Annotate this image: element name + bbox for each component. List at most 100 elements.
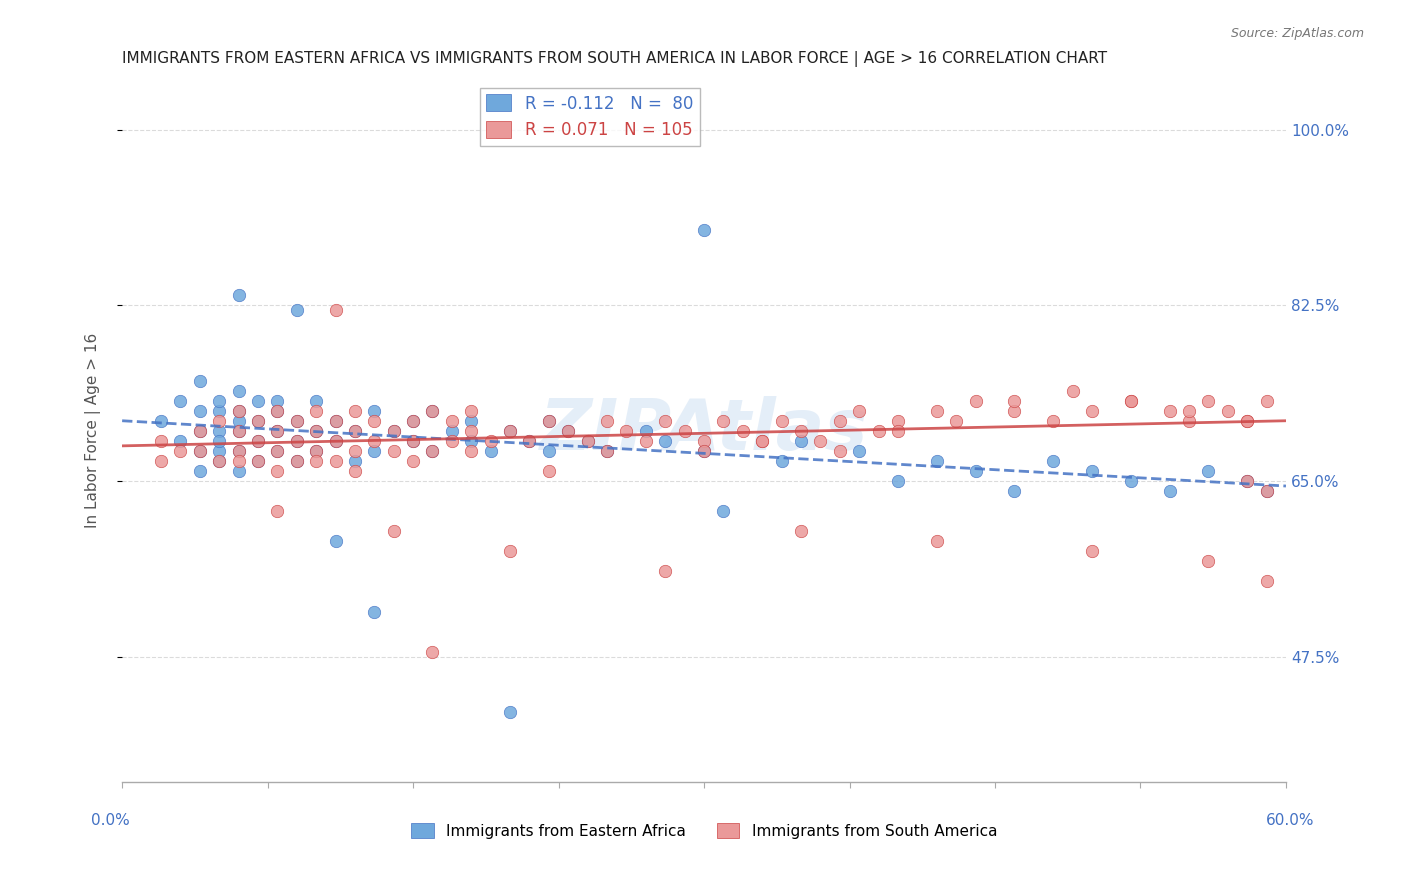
- Point: [246, 454, 269, 468]
- Point: [1256, 483, 1278, 498]
- Point: [440, 424, 463, 438]
- Point: [325, 534, 347, 549]
- Point: [266, 464, 288, 478]
- Point: [1236, 474, 1258, 488]
- Point: [616, 424, 638, 438]
- Point: [228, 424, 250, 438]
- Point: [228, 424, 250, 438]
- Point: [285, 434, 308, 448]
- Point: [634, 424, 657, 438]
- Point: [325, 434, 347, 448]
- Point: [382, 443, 405, 458]
- Point: [343, 424, 366, 438]
- Point: [228, 384, 250, 398]
- Point: [149, 414, 172, 428]
- Point: [285, 454, 308, 468]
- Point: [363, 443, 385, 458]
- Point: [751, 434, 773, 448]
- Text: IMMIGRANTS FROM EASTERN AFRICA VS IMMIGRANTS FROM SOUTH AMERICA IN LABOR FORCE |: IMMIGRANTS FROM EASTERN AFRICA VS IMMIGR…: [122, 51, 1108, 67]
- Point: [1119, 474, 1142, 488]
- Point: [440, 434, 463, 448]
- Point: [325, 414, 347, 428]
- Point: [422, 443, 444, 458]
- Point: [266, 443, 288, 458]
- Point: [285, 414, 308, 428]
- Point: [1081, 403, 1104, 417]
- Point: [654, 434, 676, 448]
- Point: [422, 443, 444, 458]
- Point: [208, 434, 231, 448]
- Point: [402, 414, 425, 428]
- Point: [266, 424, 288, 438]
- Y-axis label: In Labor Force | Age > 16: In Labor Force | Age > 16: [86, 334, 101, 528]
- Point: [1236, 414, 1258, 428]
- Point: [305, 443, 328, 458]
- Point: [1256, 393, 1278, 408]
- Point: [188, 443, 211, 458]
- Point: [149, 434, 172, 448]
- Point: [1197, 554, 1219, 568]
- Point: [596, 414, 619, 428]
- Point: [246, 454, 269, 468]
- Point: [654, 414, 676, 428]
- Point: [325, 454, 347, 468]
- Point: [1062, 384, 1084, 398]
- Point: [325, 434, 347, 448]
- Point: [693, 434, 716, 448]
- Point: [285, 454, 308, 468]
- Point: [188, 374, 211, 388]
- Point: [479, 434, 502, 448]
- Text: ZIPAtlas: ZIPAtlas: [540, 396, 869, 466]
- Point: [887, 424, 910, 438]
- Point: [305, 403, 328, 417]
- Point: [343, 443, 366, 458]
- Point: [208, 403, 231, 417]
- Point: [343, 424, 366, 438]
- Point: [519, 434, 541, 448]
- Point: [1119, 393, 1142, 408]
- Point: [363, 605, 385, 619]
- Point: [557, 424, 579, 438]
- Point: [246, 434, 269, 448]
- Point: [713, 414, 735, 428]
- Point: [499, 424, 522, 438]
- Point: [305, 393, 328, 408]
- Point: [537, 464, 560, 478]
- Point: [188, 424, 211, 438]
- Point: [499, 544, 522, 558]
- Point: [828, 443, 851, 458]
- Point: [868, 424, 890, 438]
- Point: [1081, 464, 1104, 478]
- Point: [305, 424, 328, 438]
- Point: [402, 434, 425, 448]
- Point: [422, 403, 444, 417]
- Point: [1159, 403, 1181, 417]
- Point: [266, 424, 288, 438]
- Point: [228, 414, 250, 428]
- Point: [731, 424, 754, 438]
- Point: [1178, 414, 1201, 428]
- Point: [285, 303, 308, 318]
- Point: [1216, 403, 1239, 417]
- Point: [1042, 454, 1064, 468]
- Point: [693, 443, 716, 458]
- Point: [965, 393, 987, 408]
- Point: [537, 443, 560, 458]
- Point: [266, 443, 288, 458]
- Point: [499, 705, 522, 719]
- Point: [1002, 403, 1025, 417]
- Point: [188, 443, 211, 458]
- Point: [402, 414, 425, 428]
- Point: [402, 434, 425, 448]
- Point: [188, 464, 211, 478]
- Point: [596, 443, 619, 458]
- Point: [149, 454, 172, 468]
- Point: [537, 414, 560, 428]
- Point: [208, 454, 231, 468]
- Point: [266, 504, 288, 518]
- Point: [266, 403, 288, 417]
- Point: [945, 414, 967, 428]
- Point: [208, 393, 231, 408]
- Point: [266, 403, 288, 417]
- Point: [751, 434, 773, 448]
